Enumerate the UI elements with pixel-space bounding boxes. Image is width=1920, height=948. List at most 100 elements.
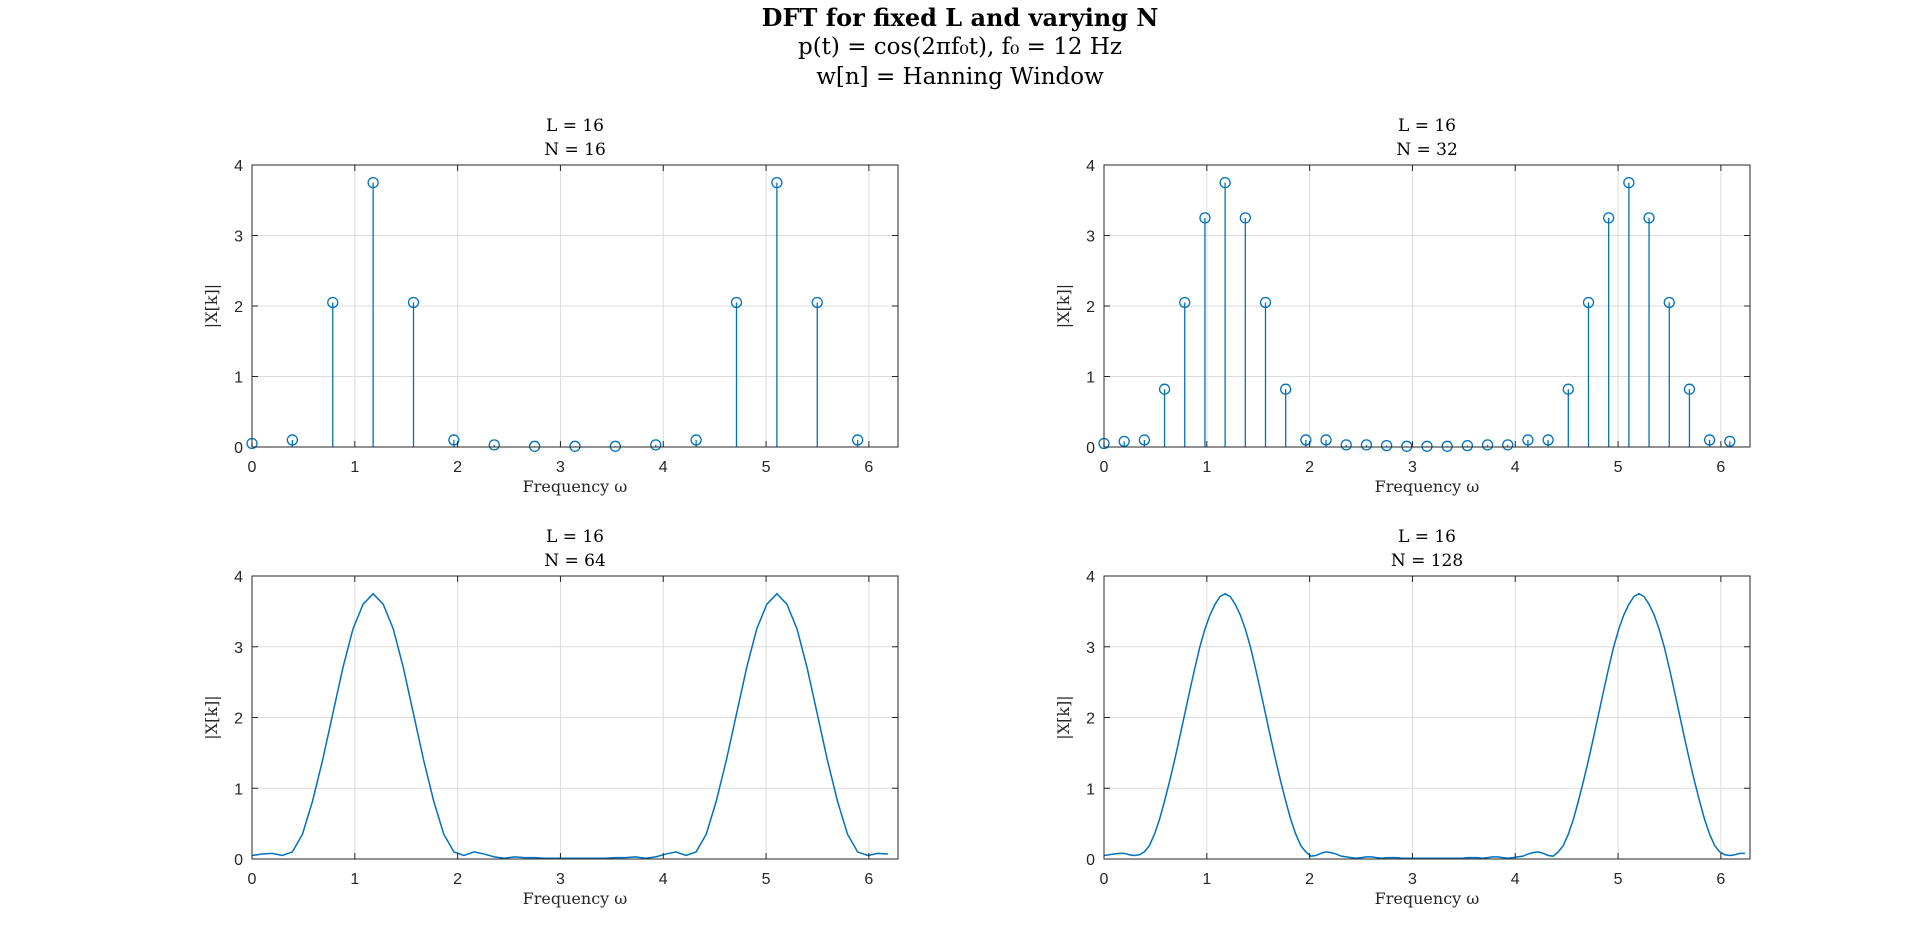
stem-marker <box>690 434 702 446</box>
stem-marker <box>569 440 581 452</box>
stem-marker <box>1259 296 1272 309</box>
stem-marker <box>1603 212 1615 224</box>
stem-marker <box>811 296 823 309</box>
stem-marker <box>1703 434 1716 446</box>
stem-marker <box>650 439 662 451</box>
x-tick-label: 4 <box>1511 459 1520 476</box>
subplot-title-l: L = 16 <box>1398 116 1456 136</box>
stem-marker <box>407 296 420 309</box>
y-tick-label: 3 <box>1086 229 1095 246</box>
stem-marker <box>1340 439 1352 451</box>
stem-marker <box>1522 434 1534 446</box>
subplot-3: 0 1 2 3 4 5 6 0 1 2 3 4 L = 16 N = 64 Frequency ω |X[k]… <box>202 527 899 908</box>
y-axis-label: |X[k]| <box>1054 284 1073 328</box>
stem-marker <box>1118 435 1130 448</box>
x-tick-label: 5 <box>762 459 771 476</box>
x-axis-label: Frequency ω <box>1375 477 1480 496</box>
stem-marker <box>1300 434 1312 446</box>
x-tick-label: 2 <box>1305 459 1314 476</box>
x-tick-label: 2 <box>453 871 462 888</box>
stem-marker <box>448 434 460 446</box>
y-axis-label: |X[k]| <box>202 695 221 739</box>
stem-marker <box>1623 176 1635 189</box>
x-tick-label: 6 <box>864 459 873 476</box>
stem-marker <box>1643 212 1655 224</box>
stem-marker <box>1219 176 1231 189</box>
stem-marker <box>1360 439 1373 451</box>
x-tick-label: 4 <box>1511 871 1520 888</box>
x-tick-label: 3 <box>1408 459 1417 476</box>
x-axis-label: Frequency ω <box>523 477 628 496</box>
y-tick-label: 0 <box>234 440 243 457</box>
y-tick-label: 2 <box>1086 299 1095 316</box>
x-tick-label: 0 <box>248 871 257 888</box>
stem-marker <box>1380 439 1393 452</box>
y-axis-label: |X[k]| <box>202 284 221 328</box>
subplot-title-n: N = 64 <box>544 551 606 571</box>
x-tick-label: 3 <box>1408 871 1417 888</box>
x-tick-label: 6 <box>1716 459 1725 476</box>
stem-marker <box>1724 435 1736 448</box>
x-tick-label: 1 <box>1202 459 1211 476</box>
x-tick-label: 5 <box>1614 459 1623 476</box>
subplot-4: 0 1 2 3 4 5 6 0 1 2 3 4 L = 16 N = 128 Frequency ω |X[k… <box>1054 527 1751 908</box>
stem-marker <box>1158 383 1171 395</box>
stem-marker <box>1401 440 1413 452</box>
y-tick-label: 1 <box>1086 781 1095 798</box>
subplot-title-l: L = 16 <box>546 116 604 136</box>
x-tick-label: 0 <box>248 459 257 476</box>
series-line <box>251 592 888 860</box>
x-tick-label: 0 <box>1100 459 1109 476</box>
stem-marker <box>730 296 743 309</box>
stem-marker <box>771 176 783 189</box>
y-tick-label: 3 <box>1086 640 1095 657</box>
subplot-title-n: N = 16 <box>544 140 606 160</box>
subplot-2: 0 1 2 3 4 5 6 0 1 2 3 4 L = 16 N = 32 Frequency ω |X[k]… <box>1054 116 1751 496</box>
x-tick-label: 1 <box>350 871 359 888</box>
y-tick-label: 4 <box>1086 569 1095 586</box>
subplot-title-l: L = 16 <box>1398 527 1456 547</box>
y-tick-label: 3 <box>234 229 243 246</box>
y-tick-label: 0 <box>234 852 243 869</box>
x-tick-label: 3 <box>556 871 565 888</box>
y-tick-label: 1 <box>234 370 243 387</box>
x-tick-label: 6 <box>864 871 873 888</box>
x-tick-label: 5 <box>1614 871 1623 888</box>
x-tick-label: 5 <box>762 871 771 888</box>
stem-marker <box>1441 440 1453 452</box>
stem-marker <box>851 434 864 446</box>
stem-marker <box>1280 383 1292 395</box>
y-tick-label: 0 <box>1086 440 1095 457</box>
figure-subtitle-window: w[n] = Hanning Window <box>816 64 1104 90</box>
x-tick-label: 3 <box>556 459 565 476</box>
subplot-title-n: N = 32 <box>1396 140 1458 160</box>
x-tick-label: 6 <box>1716 871 1725 888</box>
stem-marker <box>1542 434 1554 446</box>
subplot-1: 0 1 2 3 4 5 6 0 1 2 3 4 L = 16 N = 16 Frequency ω |X[k]… <box>202 116 899 496</box>
y-tick-label: 2 <box>234 299 243 316</box>
stem-marker <box>286 434 299 446</box>
y-tick-label: 0 <box>1086 852 1095 869</box>
x-tick-label: 2 <box>1305 871 1314 888</box>
stem-marker <box>1199 212 1211 224</box>
subplot-title-n: N = 128 <box>1391 551 1463 571</box>
stem-marker <box>528 440 541 452</box>
x-tick-label: 1 <box>350 459 359 476</box>
stem-marker <box>367 176 379 189</box>
stem-marker <box>1239 212 1251 224</box>
y-tick-label: 1 <box>1086 370 1095 387</box>
y-tick-label: 2 <box>1086 711 1095 728</box>
stem-marker <box>609 440 622 452</box>
y-tick-label: 1 <box>234 781 243 798</box>
x-tick-label: 1 <box>1202 871 1211 888</box>
stem-marker <box>1481 439 1494 451</box>
figure-title: DFT for fixed L and varying N <box>761 3 1159 32</box>
stem-marker <box>1502 439 1514 451</box>
series-line <box>1103 592 1745 860</box>
stem-marker <box>1320 434 1332 446</box>
x-tick-label: 4 <box>659 871 668 888</box>
stem-marker <box>1663 296 1675 309</box>
stem-marker <box>488 439 500 451</box>
y-tick-label: 4 <box>234 569 243 586</box>
